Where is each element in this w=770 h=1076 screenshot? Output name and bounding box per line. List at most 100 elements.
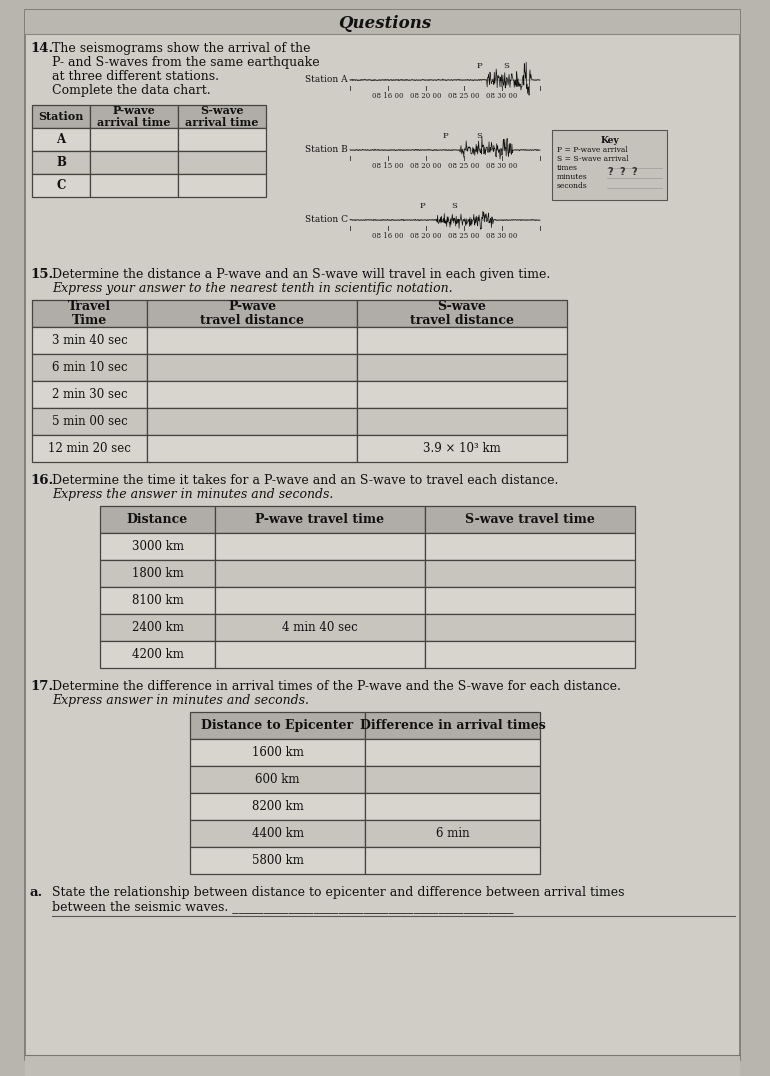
Bar	[100, 587, 215, 614]
Text: P = P-wave arrival: P = P-wave arrival	[557, 146, 628, 154]
Text: 5 min 00 sec: 5 min 00 sec	[52, 415, 127, 428]
Bar	[32, 105, 90, 128]
Bar	[100, 641, 215, 668]
Bar	[215, 560, 425, 587]
Text: S: S	[477, 132, 482, 140]
Bar	[32, 435, 147, 462]
Bar	[32, 128, 90, 151]
Text: S-wave
arrival time: S-wave arrival time	[186, 104, 259, 128]
Text: 600 km: 600 km	[255, 773, 300, 785]
Bar	[357, 381, 567, 408]
Bar	[32, 354, 147, 381]
Text: P: P	[477, 62, 482, 70]
Bar	[552, 130, 667, 200]
Bar	[190, 820, 365, 847]
Bar	[190, 847, 365, 874]
Text: B: B	[56, 156, 66, 169]
Bar	[147, 408, 357, 435]
Bar	[100, 506, 215, 533]
Text: 1600 km: 1600 km	[252, 746, 303, 759]
Text: 08 25 00: 08 25 00	[448, 162, 480, 170]
Text: P-wave
travel distance: P-wave travel distance	[200, 299, 304, 327]
Text: 08 25 00: 08 25 00	[448, 232, 480, 240]
Text: 12 min 20 sec: 12 min 20 sec	[48, 442, 131, 455]
Bar	[425, 506, 635, 533]
Text: P: P	[442, 132, 448, 140]
Text: 08 30 00: 08 30 00	[487, 232, 517, 240]
Bar	[190, 793, 365, 820]
Bar	[357, 408, 567, 435]
Text: S: S	[503, 62, 509, 70]
Text: Determine the difference in arrival times of the P-wave and the S-wave for each : Determine the difference in arrival time…	[52, 680, 621, 693]
Text: P-wave travel time: P-wave travel time	[256, 513, 384, 526]
Text: The seismograms show the arrival of the: The seismograms show the arrival of the	[52, 42, 310, 55]
Text: P-wave
arrival time: P-wave arrival time	[97, 104, 171, 128]
Bar	[365, 793, 540, 820]
Bar	[357, 300, 567, 327]
Bar	[32, 408, 147, 435]
Text: minutes: minutes	[557, 173, 588, 181]
Text: Express the answer in minutes and seconds.: Express the answer in minutes and second…	[52, 489, 333, 501]
Text: 6 min 10 sec: 6 min 10 sec	[52, 362, 127, 374]
Text: Questions: Questions	[338, 14, 432, 31]
Bar	[357, 354, 567, 381]
Text: 08 16 00: 08 16 00	[372, 232, 403, 240]
Bar	[32, 381, 147, 408]
Text: 15.: 15.	[30, 268, 53, 281]
Text: 2 min 30 sec: 2 min 30 sec	[52, 388, 127, 401]
Bar	[215, 641, 425, 668]
Bar	[100, 533, 215, 560]
Bar	[90, 151, 178, 174]
Bar	[365, 847, 540, 874]
Text: 6 min: 6 min	[436, 827, 469, 840]
Text: P: P	[420, 202, 425, 210]
Bar	[190, 739, 365, 766]
Bar	[365, 739, 540, 766]
Text: 08 16 00: 08 16 00	[372, 93, 403, 100]
Text: 16.: 16.	[30, 475, 53, 487]
Bar	[147, 300, 357, 327]
Text: 3 min 40 sec: 3 min 40 sec	[52, 334, 127, 346]
Bar	[147, 435, 357, 462]
Text: 5800 km: 5800 km	[252, 854, 303, 867]
Text: P- and S-waves from the same earthquake: P- and S-waves from the same earthquake	[52, 56, 320, 69]
Bar	[100, 614, 215, 641]
Bar	[215, 506, 425, 533]
Bar	[215, 587, 425, 614]
Bar	[32, 300, 147, 327]
Text: between the seismic waves. _____________________________________________: between the seismic waves. _____________…	[52, 900, 514, 914]
Bar	[357, 327, 567, 354]
Text: 3.9 × 10³ km: 3.9 × 10³ km	[424, 442, 501, 455]
Text: 2400 km: 2400 km	[132, 621, 183, 634]
Bar	[32, 327, 147, 354]
Bar	[90, 174, 178, 197]
Text: seconds: seconds	[557, 182, 588, 190]
Bar	[425, 614, 635, 641]
Bar	[32, 174, 90, 197]
Bar	[178, 105, 266, 128]
Bar	[90, 105, 178, 128]
Bar	[178, 128, 266, 151]
Text: 8100 km: 8100 km	[132, 594, 183, 607]
Text: A: A	[56, 133, 65, 146]
Bar	[190, 712, 365, 739]
Text: a.: a.	[30, 886, 43, 900]
Text: 08 30 00: 08 30 00	[487, 162, 517, 170]
Bar	[147, 381, 357, 408]
Text: S-wave
travel distance: S-wave travel distance	[410, 299, 514, 327]
Text: S = S-wave arrival: S = S-wave arrival	[557, 155, 628, 162]
Bar	[178, 174, 266, 197]
Bar	[365, 712, 540, 739]
Text: 4400 km: 4400 km	[252, 827, 303, 840]
Text: Determine the distance a P-wave and an S-wave will travel in each given time.: Determine the distance a P-wave and an S…	[52, 268, 551, 281]
Text: 3000 km: 3000 km	[132, 540, 183, 553]
Bar	[357, 435, 567, 462]
Bar	[100, 560, 215, 587]
Text: 08 30 00: 08 30 00	[487, 93, 517, 100]
Text: State the relationship between distance to epicenter and difference between arri: State the relationship between distance …	[52, 886, 624, 900]
Text: Key: Key	[600, 136, 619, 145]
Text: S: S	[451, 202, 457, 210]
Text: Travel
Time: Travel Time	[68, 299, 111, 327]
Text: 1800 km: 1800 km	[132, 567, 183, 580]
Text: Station C: Station C	[305, 215, 348, 225]
